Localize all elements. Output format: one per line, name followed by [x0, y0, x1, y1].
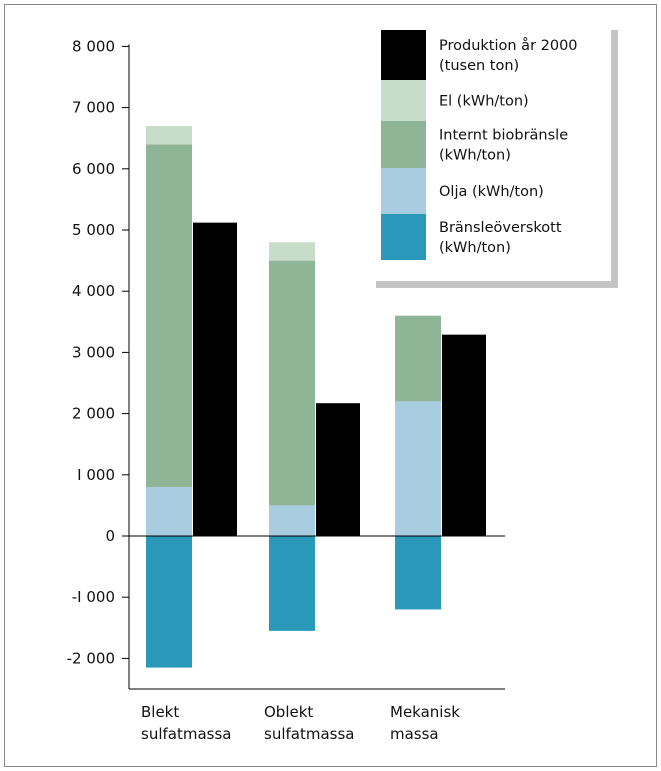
- y-tick-label-7: I 000: [77, 466, 115, 484]
- legend-label-side-0: Produktion år 2000: [439, 37, 578, 54]
- bar-stack-2-1: [269, 242, 315, 261]
- legend-label-el-0: El (kWh/ton): [439, 94, 529, 110]
- category-label-2-0: Mekanisk: [390, 703, 460, 721]
- y-tick-label-6: 2 000: [72, 405, 115, 423]
- bar-stack-1-1: [269, 260, 315, 506]
- category-label-1-0: Oblekt: [264, 703, 313, 721]
- y-tick-label-4: 4 000: [72, 282, 115, 300]
- y-tick-label-1: 7 000: [72, 99, 115, 117]
- bar-stack-2-0: [146, 125, 192, 145]
- legend-label-olja-0: Olja (kWh/ton): [439, 184, 544, 200]
- legend-label-neg-1: (kWh/ton): [439, 240, 511, 256]
- legend-swatch-side: [381, 30, 426, 80]
- y-tick-label-0: 8 000: [72, 37, 115, 55]
- bar-negative-0: [146, 536, 192, 668]
- bar-production-0: [193, 222, 237, 536]
- bar-stack-1-2: [395, 315, 441, 402]
- y-tick-label-9: -I 000: [72, 588, 115, 606]
- y-tick-label-2: 6 000: [72, 160, 115, 178]
- category-label-1-1: sulfatmassa: [264, 725, 354, 743]
- bar-negative-1: [269, 536, 315, 631]
- bar-negative-2: [395, 536, 441, 610]
- legend-swatch-bio: [381, 121, 426, 168]
- legend-label-neg-0: Bränsleöverskott: [439, 220, 562, 236]
- bar-production-1: [316, 403, 360, 536]
- bar-stack-0-1: [269, 505, 315, 536]
- bar-stack-1-0: [146, 144, 192, 488]
- legend-label-bio-1: (kWh/ton): [439, 148, 511, 164]
- bar-stack-0-2: [395, 401, 441, 536]
- chart-frame: 8 000 7 000 6 000 5 000 4 000 3 000 2 000 I 000…: [4, 4, 657, 767]
- legend-label-bio-0: Internt biobränsle: [439, 128, 568, 144]
- legend-swatch-neg: [381, 214, 426, 260]
- legend-label-side-1: (tusen ton): [439, 58, 519, 74]
- bar-production-2: [442, 334, 486, 536]
- y-tick-label-3: 5 000: [72, 221, 115, 239]
- category-label-2-1: massa: [390, 725, 439, 743]
- category-label-0-1: sulfatmassa: [141, 725, 231, 743]
- legend-swatch-el: [381, 80, 426, 121]
- bar-chart: 8 000 7 000 6 000 5 000 4 000 3 000 2 000 I 000…: [67, 23, 618, 743]
- bar-stack-0-0: [146, 487, 192, 536]
- y-tick-label-8: 0: [105, 527, 115, 545]
- legend-swatch-olja: [381, 168, 426, 214]
- category-label-0-0: Blekt: [141, 703, 179, 721]
- y-tick-label-10: -2 000: [67, 649, 115, 667]
- y-tick-label-5: 3 000: [72, 343, 115, 361]
